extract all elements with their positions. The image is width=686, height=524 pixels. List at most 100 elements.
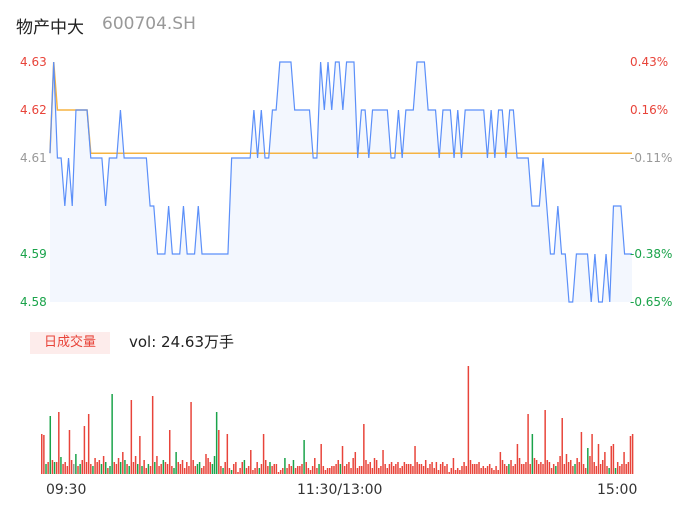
volume-bar — [171, 466, 173, 474]
volume-bar — [205, 454, 207, 474]
volume-bar — [128, 466, 130, 474]
volume-bar — [111, 394, 113, 474]
volume-bar — [405, 464, 408, 474]
volume-bar — [589, 456, 591, 474]
volume-bar — [45, 464, 47, 474]
volume-bar — [126, 464, 128, 474]
volume-bar — [352, 458, 354, 474]
volume-bar — [70, 460, 73, 474]
volume-bar — [305, 462, 307, 474]
volume-bar — [264, 460, 267, 474]
volume-bar — [98, 460, 101, 474]
volume-bar — [100, 464, 103, 474]
volume-bar — [390, 462, 393, 474]
volume-bar — [190, 402, 192, 474]
volume-bar — [192, 460, 194, 474]
volume-bar — [92, 466, 94, 474]
volume-bar — [237, 472, 239, 474]
volume-bar — [546, 460, 549, 474]
pct-tick-label: -0.11% — [630, 151, 673, 165]
volume-bar — [177, 462, 180, 474]
daily-volume-badge[interactable]: 日成交量 — [30, 332, 110, 354]
volume-bar — [501, 460, 504, 474]
volume-bar — [418, 464, 421, 474]
pct-tick-label: 0.16% — [630, 103, 669, 117]
volume-bar — [574, 464, 576, 474]
volume-bar — [107, 468, 109, 474]
volume-bar — [488, 464, 491, 474]
volume-bar — [540, 462, 542, 474]
volume-bar — [288, 464, 290, 474]
price-tick-label: 4.62 — [20, 103, 47, 117]
volume-bar — [337, 460, 339, 474]
volume-bar — [584, 468, 587, 474]
volume-bar — [299, 466, 301, 474]
volume-bar — [228, 468, 231, 474]
volume-bar — [471, 464, 474, 474]
volume-bar — [621, 464, 623, 474]
volume-bar — [476, 464, 478, 474]
volume-bar — [55, 462, 58, 474]
volume-bar — [595, 466, 598, 474]
volume-bar — [548, 462, 551, 474]
volume-bar — [273, 464, 275, 474]
volume-bar — [243, 460, 246, 474]
volume-bar — [467, 366, 470, 474]
volume-bar — [491, 468, 493, 474]
volume-bar — [450, 468, 453, 474]
volume-bar — [277, 472, 280, 474]
volume-bar — [188, 466, 190, 474]
volume-bar — [147, 464, 150, 474]
x-tick-close: 15:00 — [597, 482, 638, 498]
volume-bar — [117, 458, 120, 474]
volume-bar — [439, 464, 442, 474]
volume-bar — [158, 466, 160, 474]
volume-bar — [599, 464, 602, 474]
volume-bar — [58, 412, 60, 474]
volume-bar — [151, 396, 154, 474]
volume-bar — [139, 436, 141, 474]
volume-bar — [495, 466, 497, 474]
volume-bar — [499, 452, 502, 474]
pct-tick-label: -0.65% — [630, 295, 673, 309]
volume-bar — [60, 457, 62, 474]
volume-bar — [561, 418, 563, 474]
x-tick-midday: 11:30/13:00 — [297, 482, 383, 498]
volume-bar — [343, 466, 346, 474]
volume-bar — [104, 462, 107, 474]
volume-bar — [531, 434, 534, 474]
volume-bar — [514, 464, 517, 474]
volume-bar — [448, 472, 450, 474]
volume-bar — [444, 466, 446, 474]
volume-bar — [328, 468, 331, 474]
volume-bar — [354, 452, 357, 474]
volume-bar — [380, 466, 382, 474]
volume-bar — [290, 466, 293, 474]
volume-bar — [324, 470, 327, 474]
volume-bar — [348, 462, 350, 474]
volume-bar — [235, 462, 237, 474]
volume-bar — [85, 462, 88, 474]
volume-bar — [339, 464, 342, 474]
volume-bar — [386, 468, 389, 474]
volume-bar — [162, 460, 165, 474]
volume-bar — [629, 436, 632, 474]
volume-bar — [378, 468, 380, 474]
volume-bar — [395, 464, 397, 474]
volume-bar — [403, 462, 406, 474]
volume-readout: vol: 24.63万手 — [129, 333, 234, 351]
volume-bar — [610, 446, 613, 474]
volume-bar — [538, 464, 540, 474]
volume-bar — [555, 466, 557, 474]
volume-bar — [254, 468, 256, 474]
volume-bar — [275, 464, 278, 474]
volume-bar — [535, 460, 538, 474]
volume-bar — [452, 458, 455, 474]
volume-bar — [260, 464, 263, 474]
pct-tick-label: -0.38% — [630, 247, 673, 261]
volume-bar — [478, 462, 480, 474]
volume-bar — [604, 452, 606, 474]
volume-bar — [356, 468, 359, 474]
volume-bar — [113, 462, 116, 474]
volume-bar — [384, 464, 386, 474]
